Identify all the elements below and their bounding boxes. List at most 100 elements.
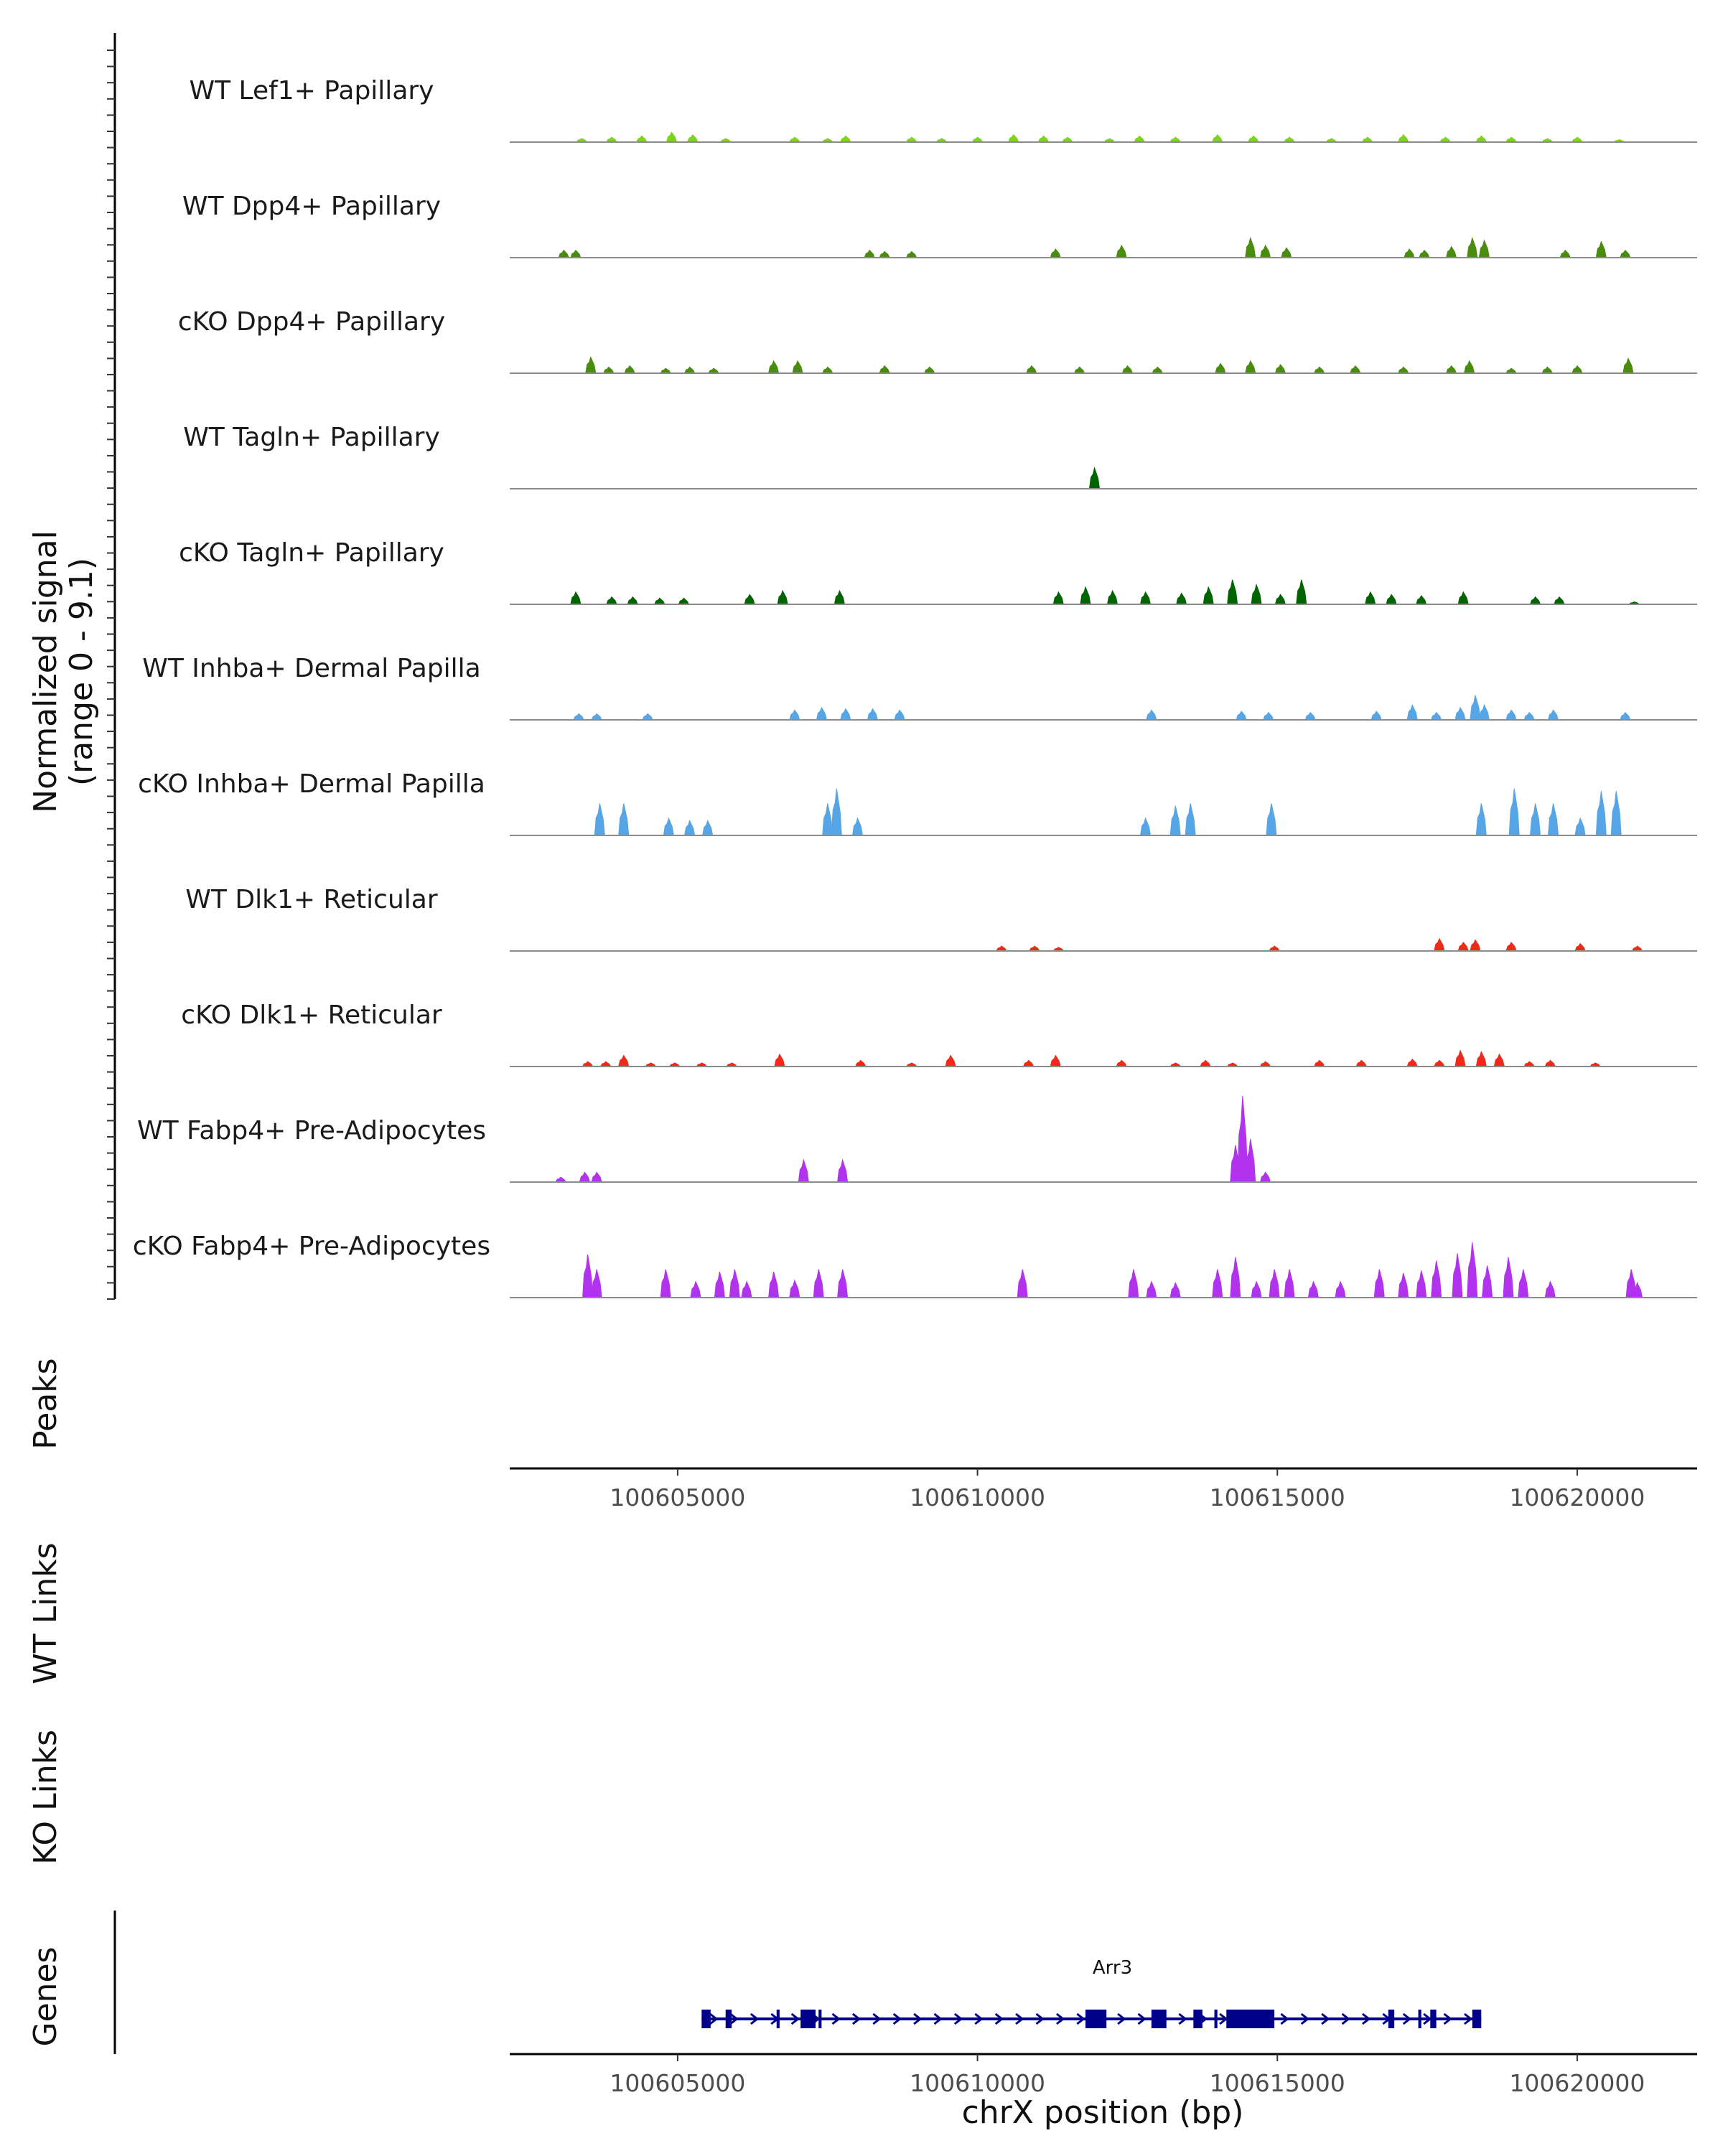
signal-peak (1007, 133, 1019, 143)
track-label: WT Inhba+ Dermal Papilla (142, 654, 480, 683)
signal-peak (1523, 711, 1535, 721)
strand-arrow (913, 2012, 923, 2025)
signal-peak (1470, 695, 1481, 721)
strand-arrow (1300, 2012, 1310, 2025)
signal-peak (1361, 136, 1373, 143)
signal-peak (1215, 362, 1226, 374)
signal-peak (822, 803, 834, 836)
signal-peak (1397, 133, 1409, 143)
signal-peak (599, 1061, 612, 1067)
signal-peak (1529, 803, 1541, 836)
signal-peak (582, 1254, 594, 1298)
signal-peak (768, 1271, 780, 1298)
signal-peak (1574, 942, 1586, 952)
strand-arrow (831, 2012, 841, 2025)
signal-peak (1457, 942, 1469, 952)
track-label: cKO Dpp4+ Papillary (178, 307, 445, 337)
signal-peak (1475, 803, 1487, 836)
gene-exon (701, 2010, 711, 2028)
gene-name-label: Arr3 (1093, 1957, 1132, 1979)
signal-peak (1274, 594, 1287, 605)
track-label: cKO Fabp4+ Pre-Adipocytes (133, 1232, 490, 1261)
strand-arrow (750, 2012, 760, 2025)
signal-peak (864, 249, 875, 258)
signal-peak (1445, 245, 1457, 258)
gene-exon (725, 2010, 732, 2028)
strand-arrow (1178, 2012, 1187, 2025)
track-9: WT Fabp4+ Pre-Adipocytes (137, 1095, 1697, 1183)
x-tick-label: 100615000 (1210, 1484, 1345, 1511)
x-tick-label: 100620000 (1509, 1484, 1645, 1511)
signal-peak (1262, 711, 1274, 721)
signal-peak (945, 1054, 956, 1067)
signal-peak (821, 366, 834, 374)
signal-peak (1022, 1059, 1035, 1067)
signal-peak (837, 1158, 849, 1183)
signal-peak (1454, 1049, 1466, 1067)
signal-peak (1088, 467, 1101, 489)
signal-peak (1121, 365, 1134, 374)
track-8: cKO Dlk1+ Reticular (181, 1000, 1697, 1067)
signal-peak (1106, 589, 1119, 605)
gene-exon (1430, 2010, 1437, 2028)
signal-peak (1620, 249, 1631, 258)
signal-peak (1439, 136, 1452, 143)
x-tick-label: 100615000 (1210, 2069, 1345, 2097)
signal-peak (1269, 945, 1280, 952)
gene-exon (1085, 2010, 1107, 2028)
gene-track: Arr3 (701, 1957, 1482, 2028)
y-axis-title: Normalized signal (27, 530, 64, 813)
y-axis-range: (range 0 - 9.1) (63, 558, 100, 786)
strand-arrow (729, 2012, 739, 2025)
track-4: cKO Tagln+ Papillary (179, 538, 1697, 605)
signal-peak (1505, 367, 1517, 374)
strand-arrow (1280, 2012, 1289, 2025)
strand-arrow (1443, 2012, 1452, 2025)
gene-exon (776, 2010, 780, 2028)
strand-arrow (709, 2012, 719, 2025)
signal-peak (663, 817, 674, 836)
strand-arrow (790, 2012, 800, 2025)
signal-peak (1554, 596, 1565, 605)
signal-peak (879, 250, 890, 258)
signal-peak (708, 367, 719, 374)
signal-peak (687, 133, 699, 143)
signal-peak (1631, 945, 1643, 952)
track-3: WT Tagln+ Papillary (183, 423, 1697, 489)
signal-peak (1478, 704, 1490, 721)
signal-peak (1307, 1280, 1319, 1298)
signal-peak (1452, 1253, 1463, 1298)
signal-peak (1116, 244, 1127, 258)
signal-peak (618, 1054, 630, 1067)
signal-peak (1128, 1269, 1139, 1298)
signal-peak (1373, 1269, 1385, 1298)
signal-peak (1467, 1242, 1478, 1298)
signal-peak (660, 1269, 671, 1298)
signal-peak (1355, 1059, 1367, 1067)
signal-peak (1574, 817, 1586, 836)
signal-peak (582, 1061, 594, 1067)
signal-peak (1200, 1059, 1211, 1067)
strand-arrow (1015, 2012, 1024, 2025)
gene-exon (818, 2010, 822, 2028)
signal-peak (1397, 366, 1409, 374)
track-7: WT Dlk1+ Reticular (185, 885, 1697, 952)
signal-peak (1523, 1061, 1535, 1067)
signal-peak (1169, 1282, 1181, 1298)
signal-peak (570, 591, 582, 605)
signal-peak (1017, 1269, 1028, 1298)
signal-peak (1398, 1272, 1409, 1298)
signal-peak (1350, 365, 1361, 374)
signal-peak (1406, 704, 1418, 721)
signal-peak (1248, 135, 1259, 143)
signal-peak (591, 1171, 602, 1183)
signal-peak (1478, 239, 1490, 258)
signal-peak (1445, 365, 1457, 374)
signal-peak (792, 360, 803, 374)
signal-peak (1544, 1059, 1556, 1067)
signal-peak (636, 135, 648, 143)
signal-peak (837, 1269, 849, 1298)
signal-peak (1622, 357, 1634, 374)
strand-arrow (1423, 2012, 1432, 2025)
strand-arrow (1035, 2012, 1045, 2025)
